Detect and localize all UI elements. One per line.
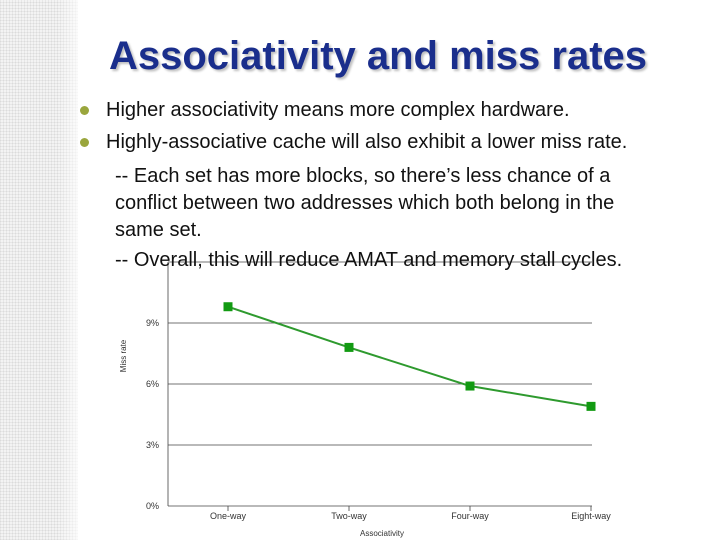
- series-line: [227, 305, 592, 408]
- chart-series: [223, 302, 596, 411]
- bullet-item: Higher associativity means more complex …: [80, 94, 710, 126]
- bullet-text: Highly-associative cache will also exhib…: [106, 130, 628, 153]
- sub-point-line: conflict between two addresses which bot…: [115, 192, 615, 214]
- bullet-item: Highly-associative cache will also exhib…: [80, 126, 710, 158]
- slide-title: Associativity and miss rates: [108, 34, 648, 78]
- x-tick-label: Four-way: [451, 511, 489, 521]
- background-texture-fade: [58, 0, 88, 540]
- sub-point-line: same set.: [115, 219, 202, 241]
- x-tick-label: Two-way: [331, 511, 367, 521]
- x-tick-label: One-way: [210, 511, 247, 521]
- data-point-marker: [344, 342, 354, 352]
- y-tick-label: 3%: [146, 440, 159, 450]
- data-point-marker: [465, 381, 475, 391]
- y-tick-label: 0%: [146, 501, 159, 511]
- bullet-list: Higher associativity means more complex …: [80, 94, 710, 158]
- bullet-dot-icon: [80, 105, 89, 115]
- sub-point-line: -- Overall, this will reduce AMAT and me…: [115, 249, 623, 271]
- y-tick-label: 9%: [146, 318, 159, 328]
- chart-axes: 0% 3% 6% 9% One-way Two-way Four-way Eight-way A…: [119, 262, 611, 538]
- data-point-marker: [586, 401, 596, 411]
- y-tick-label: 6%: [146, 379, 159, 389]
- chart-grid: [168, 261, 592, 446]
- x-axis-title: Associativity: [360, 529, 404, 538]
- bullet-text: Higher associativity means more complex …: [106, 98, 570, 121]
- data-point-marker: [223, 302, 233, 312]
- y-axis-title: Miss rate: [119, 339, 128, 372]
- x-tick-label: Eight-way: [571, 511, 611, 521]
- sub-point-line: -- Each set has more blocks, so there’s …: [115, 165, 611, 187]
- bullet-dot-icon: [80, 137, 89, 147]
